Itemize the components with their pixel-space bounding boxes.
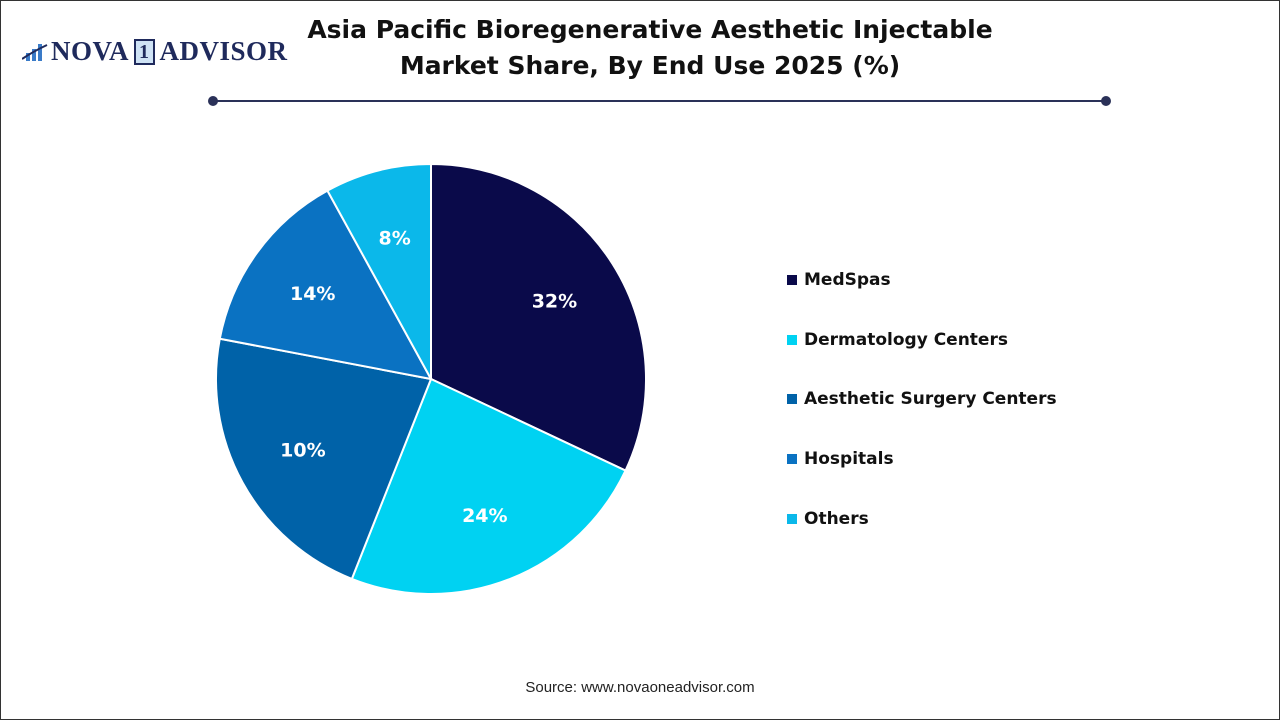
legend: MedSpas Dermatology Centers Aesthetic Surg… (787, 250, 1057, 548)
divider-dot-left (208, 96, 218, 106)
legend-swatch (787, 453, 797, 464)
legend-label: Others (804, 508, 869, 529)
legend-label: Hospitals (804, 448, 894, 469)
data-label: 10% (280, 439, 325, 461)
data-label: 8% (379, 227, 411, 249)
data-label: 32% (532, 291, 577, 313)
legend-swatch (787, 274, 797, 285)
legend-swatch (787, 513, 797, 524)
legend-label: Aesthetic Surgery Centers (804, 389, 1057, 410)
chart-title: Asia Pacific Bioregenerative Aesthetic I… (307, 15, 993, 80)
legend-label: MedSpas (804, 269, 891, 290)
logo-text-nova: NOVA (51, 36, 130, 66)
legend-item: Hospitals (787, 429, 1057, 489)
nova-advisor-logo: NOVA 1 ADVISOR (22, 36, 288, 67)
legend-item: Aesthetic Surgery Centers (787, 369, 1057, 429)
legend-item: MedSpas (787, 250, 1057, 310)
logo-text-advisor: ADVISOR (159, 36, 288, 66)
pie-slice-medspas (430, 162, 647, 472)
pie-slice-hospitals (218, 189, 433, 381)
legend-label: Dermatology Centers (804, 329, 1008, 350)
pie-slice-aesthetic-surgery-centers (215, 337, 433, 581)
pie-slice-others (326, 162, 432, 380)
legend-item: Others (787, 489, 1057, 549)
logo-text-one: 1 (134, 38, 155, 65)
pie-slice-dermatology-centers (350, 377, 627, 595)
data-label: 24% (462, 505, 507, 527)
title-divider (213, 100, 1106, 102)
divider-dot-right (1101, 96, 1111, 106)
legend-item: Dermatology Centers (787, 310, 1057, 370)
legend-swatch (787, 334, 797, 345)
bar-chart-logo-icon (22, 43, 48, 61)
source-note: Source: www.novaoneadvisor.com (525, 679, 755, 696)
legend-swatch (787, 394, 797, 405)
data-label: 14% (290, 283, 335, 305)
